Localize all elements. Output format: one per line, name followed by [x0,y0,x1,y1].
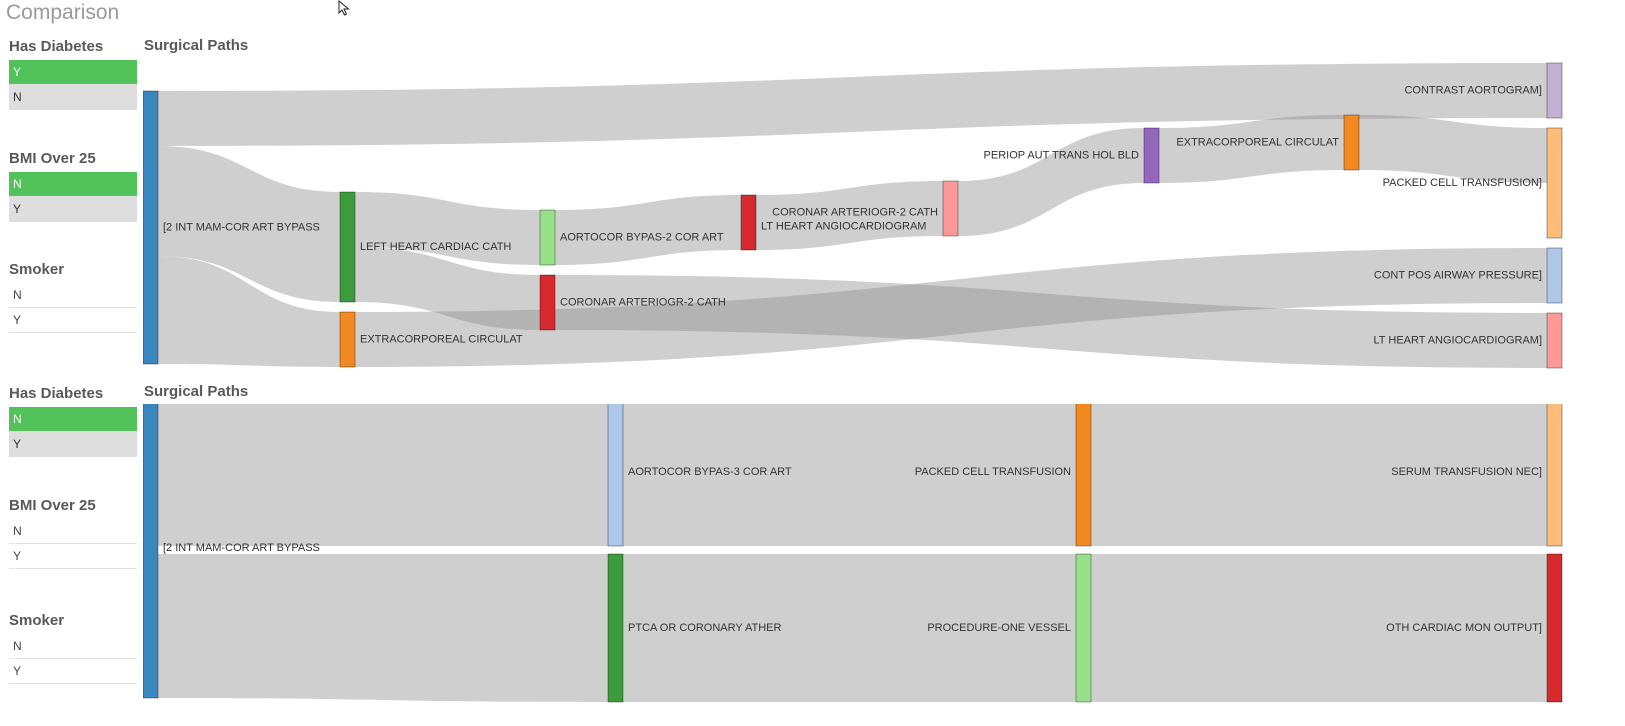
sankey-node-2-int-mam-cor-art-bypass[interactable] [143,90,159,365]
sankey-node-procedure-one-vessel[interactable] [1075,553,1092,703]
sankey-link-aortocor-bypas-2-cor-art-to-lt-heart-angiocardiogram[interactable] [555,195,741,265]
sankey-node-contrast-aortogram[interactable] [1546,62,1563,119]
filter-value[interactable]: Y [9,197,137,222]
filter-value[interactable]: N [9,519,137,544]
filter-title: Has Diabetes [9,38,104,55]
filter-smoker: Smoker N Y [9,610,137,684]
sankey-node-aortocor-bypas-3-cor-art[interactable] [607,404,624,547]
sankey-node-label: CORONAR ARTERIOGR-2 CATH [772,206,938,218]
sankey-node-coronar-arteriogr-2-cath[interactable] [942,180,959,237]
filter-title: Smoker [9,261,65,278]
sankey-node-label: LT HEART ANGIOCARDIOGRAM] [1374,334,1543,346]
sankey-node-label: CONT POS AIRWAY PRESSURE] [1374,269,1542,281]
sankey-links [158,404,1547,702]
sankey-node-label: EXTRACORPOREAL CIRCULAT [360,333,523,345]
sankey-node-label: PERIOP AUT TRANS HOL BLD [984,149,1140,161]
filter-value[interactable]: Y [9,432,137,457]
sankey-node-2-int-mam-cor-art-bypass[interactable] [143,404,159,699]
sankey-node-periop-aut-trans-hol-bld[interactable] [1143,127,1160,184]
filter-value[interactable]: Y [9,308,137,333]
sankey-link-extracorporeal-circulat-to-cont-pos-airway-pressure[interactable] [355,248,1547,367]
sankey-node-label: CONTRAST AORTOGRAM] [1404,84,1542,96]
filter-value[interactable]: Y [9,659,137,684]
sankey-nodes: [2 INT MAM-COR ART BYPASS LEFT HEART CARD… [143,62,1563,369]
sankey-link-left-heart-cardiac-cath-to-aortocor-bypas-2-cor-art[interactable] [355,192,540,265]
sankey-node-cont-pos-airway-pressure[interactable] [1546,247,1563,304]
sankey-node-label: [2 INT MAM-COR ART BYPASS [163,542,320,554]
sankey-node-serum-transfusion-nec[interactable] [1546,404,1563,547]
sankey-link-ptca-or-coronary-ather-to-procedure-one-vessel[interactable] [623,554,1076,702]
sankey-links [158,63,1547,368]
sankey-link-aortocor-bypas-3-cor-art-to-packed-cell-transfusion[interactable] [623,404,1076,546]
sankey-node-aortocor-bypas-2-cor-art[interactable] [539,209,556,266]
sankey-link-extracorporeal-circulat-to-packed-cell-transfusion[interactable] [1359,115,1547,183]
filter-value[interactable]: N [9,634,137,659]
filter-value[interactable]: N [9,85,137,110]
sankey-node-oth-cardiac-mon-output[interactable] [1546,553,1563,703]
sankey-node-label: CORONAR ARTERIOGR-2 CATH [560,296,726,308]
filter-title: BMI Over 25 [9,150,96,167]
sankey-node-label: PACKED CELL TRANSFUSION] [1383,177,1542,189]
sankey-node-label: AORTOCOR BYPAS-2 COR ART [560,231,724,243]
sankey-link-procedure-one-vessel-to-oth-cardiac-mon-output[interactable] [1091,554,1547,702]
filter-value[interactable]: Y [9,60,137,85]
filter-value[interactable]: Y [9,544,137,569]
sankey-link-packed-cell-transfusion-to-serum-transfusion-nec[interactable] [1091,404,1547,546]
app-title: Comparison [6,1,120,24]
filter-value[interactable]: N [9,407,137,432]
filter-title: Has Diabetes [9,385,104,402]
sankey-link-coronar-arteriogr-2-cath-to-lt-heart-angiocardiogram[interactable] [555,275,1547,368]
sankey-node-lt-heart-angiocardiogram[interactable] [1546,312,1563,369]
sankey-node-coronar-arteriogr-2-cath[interactable] [539,274,556,331]
filter-value[interactable]: N [9,172,137,197]
sankey-node-label: EXTRACORPOREAL CIRCULAT [1176,136,1339,148]
sankey-node-lt-heart-angiocardiogram[interactable] [740,194,757,251]
sankey-node-label: AORTOCOR BYPAS-3 COR ART [628,466,792,478]
sankey-chart[interactable]: [2 INT MAM-COR ART BYPASS LEFT HEART CARD… [143,60,1625,382]
sankey-chart[interactable]: [2 INT MAM-COR ART BYPASS AORTOCOR BYPAS-… [143,404,1625,726]
filter-value[interactable]: N [9,283,137,308]
sankey-node-left-heart-cardiac-cath[interactable] [339,191,356,303]
sankey-node-label: OTH CARDIAC MON OUTPUT] [1386,622,1542,634]
sankey-link-2-int-mam-cor-art-bypass-to-left-heart-cardiac-cath[interactable] [158,146,340,302]
mouse-pointer-icon [338,0,350,16]
sankey-node-label: PTCA OR CORONARY ATHER [628,622,781,634]
sankey-link-2-int-mam-cor-art-bypass-to-aortocor-bypas-3-cor-art[interactable] [158,404,608,546]
filter-smoker: Smoker N Y [9,259,137,333]
sankey-link-2-int-mam-cor-art-bypass-to-ptca-or-coronary-ather[interactable] [158,554,608,702]
chart-title: Surgical Paths [144,383,249,400]
sankey-link-left-heart-cardiac-cath-to-coronar-arteriogr-2-cath[interactable] [355,247,540,330]
sankey-link-lt-heart-angiocardiogram-to-coronar-arteriogr-2-cath[interactable] [756,181,943,250]
sankey-link-periop-aut-trans-hol-bld-to-extracorporeal-circulat[interactable] [1159,115,1344,183]
sankey-node-label: LT HEART ANGIOCARDIOGRAM [761,220,926,232]
sankey-link-2-int-mam-cor-art-bypass-to-extracorporeal-circulat[interactable] [158,256,340,367]
sankey-node-label: [2 INT MAM-COR ART BYPASS [163,221,320,233]
sankey-link-2-int-mam-cor-art-bypass-to-contrast-aortogram[interactable] [158,63,1547,146]
sankey-node-label: PACKED CELL TRANSFUSION [915,466,1071,478]
filter-has-diabetes: Has Diabetes Y N [9,36,137,110]
filter-has-diabetes: Has Diabetes N Y [9,383,137,457]
sankey-node-extracorporeal-circulat[interactable] [339,311,356,368]
sankey-node-label: LEFT HEART CARDIAC CATH [360,241,511,253]
sankey-nodes: [2 INT MAM-COR ART BYPASS AORTOCOR BYPAS-… [143,404,1563,703]
sankey-node-ptca-or-coronary-ather[interactable] [607,553,624,703]
filter-title: BMI Over 25 [9,497,96,514]
chart-title: Surgical Paths [144,37,249,54]
sankey-node-packed-cell-transfusion[interactable] [1546,127,1563,239]
sankey-node-label: PROCEDURE-ONE VESSEL [927,622,1071,634]
filter-bmi-over-25: BMI Over 25 N Y [9,148,137,222]
sankey-node-packed-cell-transfusion[interactable] [1075,404,1092,547]
sankey-node-label: SERUM TRANSFUSION NEC] [1391,466,1542,478]
filter-bmi-over-25: BMI Over 25 N Y [9,495,137,569]
sankey-link-coronar-arteriogr-2-cath-to-periop-aut-trans-hol-bld[interactable] [958,128,1144,236]
filter-title: Smoker [9,612,65,629]
sankey-node-extracorporeal-circulat[interactable] [1343,114,1360,171]
